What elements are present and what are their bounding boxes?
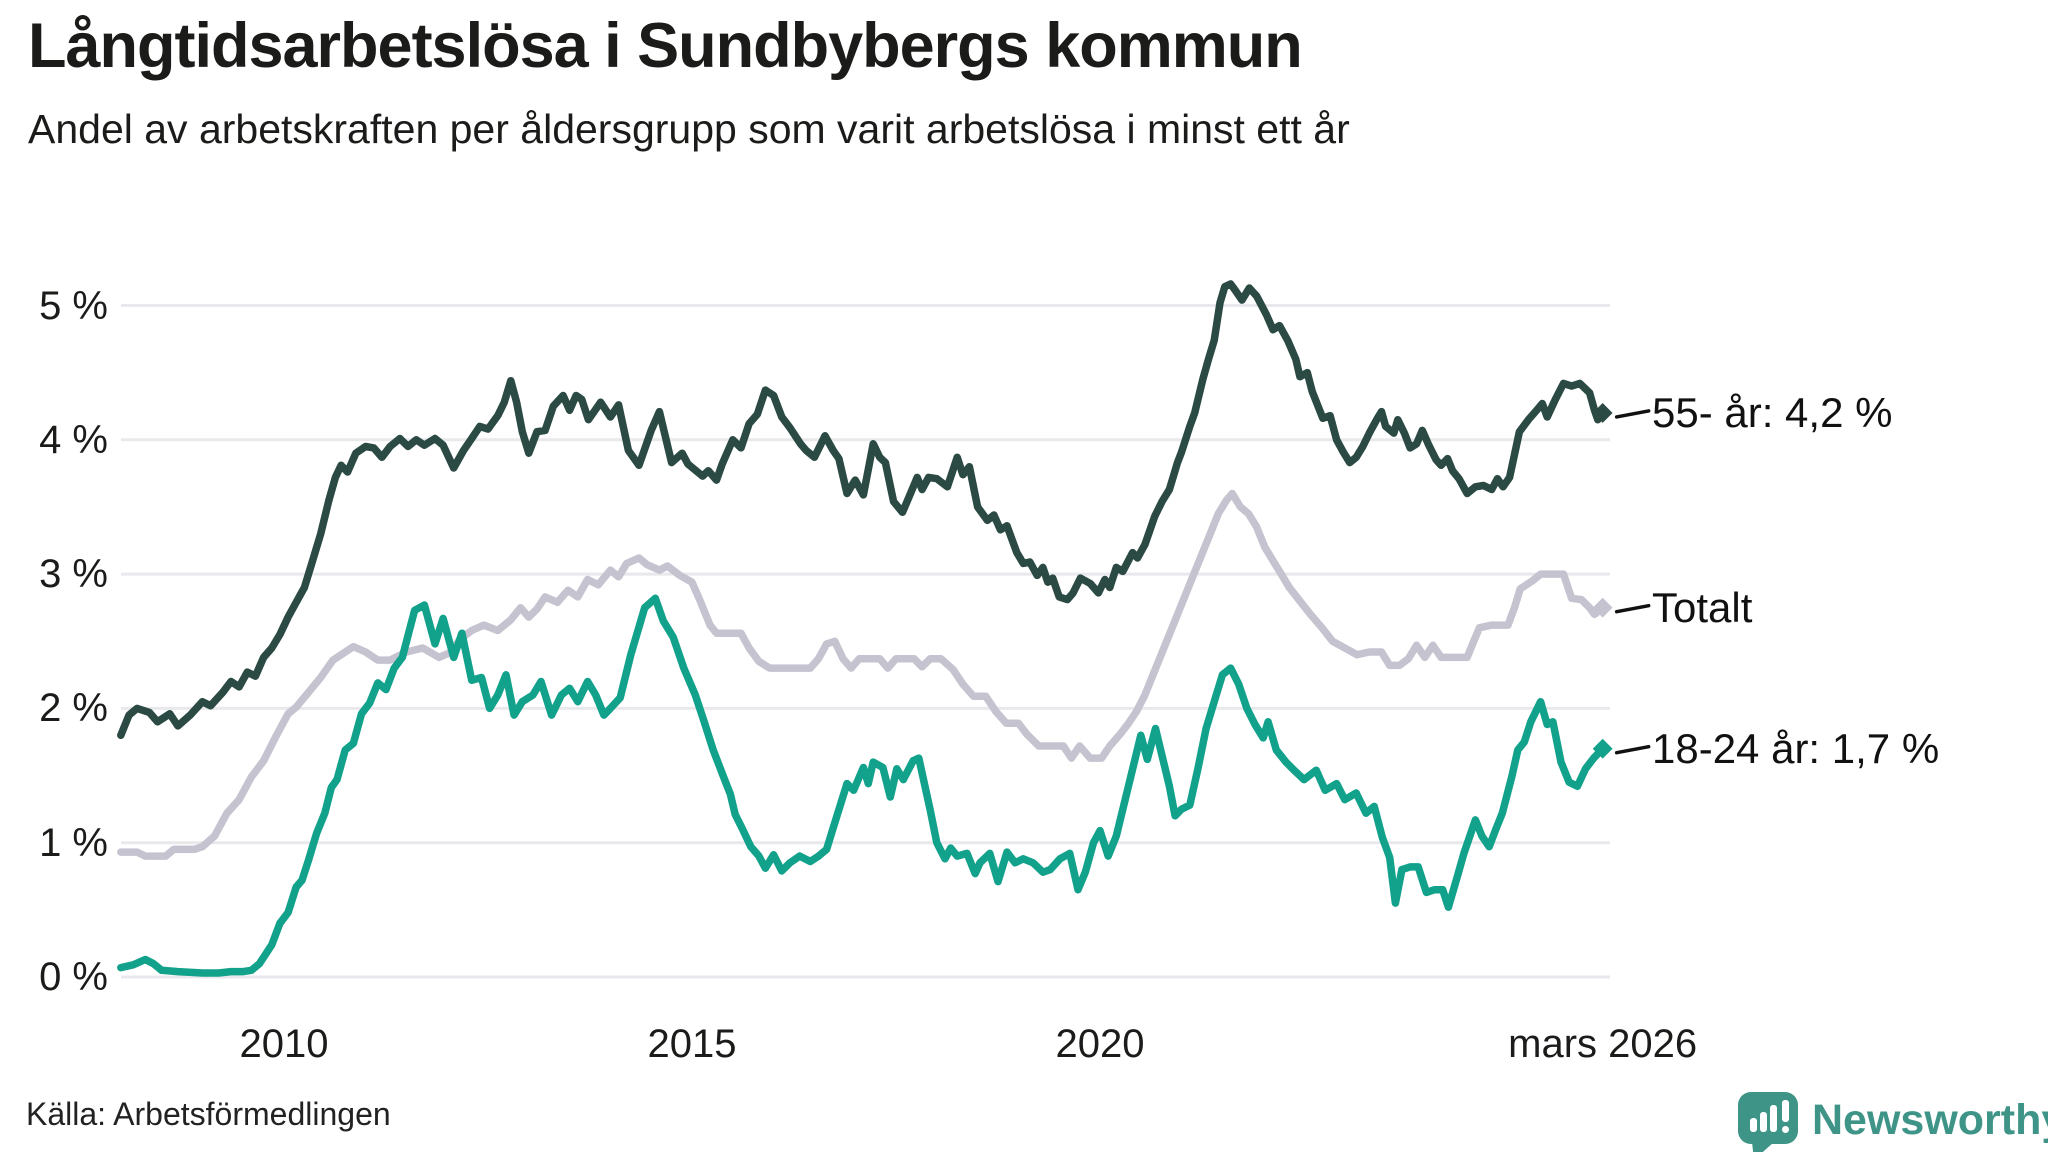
end-marker-diamond [1592, 738, 1613, 759]
line-18-24-r [117, 594, 1607, 977]
series-end-markers [1592, 403, 1613, 759]
end-marker-diamond [1592, 597, 1613, 618]
newsworthy-logo: Newsworthy [1738, 1092, 2048, 1152]
series-label-55: 55- år: 4,2 % [1652, 388, 1893, 436]
y-tick-label: 1 % [39, 820, 108, 865]
line-totalt [117, 489, 1607, 860]
page-subtitle: Andel av arbetskraften per åldersgrupp s… [28, 106, 1350, 152]
label-connector-dashes [1614, 409, 1651, 755]
y-tick-label: 5 % [39, 283, 108, 328]
y-tick-label: 4 % [39, 417, 108, 462]
brand-name: Newsworthy [1812, 1096, 2048, 1144]
y-tick-label: 3 % [39, 552, 108, 597]
newsworthy-logo-icon [1738, 1092, 1798, 1152]
exclamation-icon [1782, 1100, 1789, 1122]
series-lines [117, 280, 1607, 977]
end-marker-diamond [1592, 403, 1613, 423]
speech-bubble-tail [1752, 1142, 1774, 1152]
series-label-totalt: Totalt [1652, 583, 1753, 631]
line-55-r [117, 280, 1607, 740]
y-tick-label: 0 % [39, 955, 108, 999]
x-tick-label: 2010 [239, 1022, 329, 1066]
x-tick-label: mars 2026 [1508, 1022, 1698, 1066]
series-label-18-24: 18-24 år: 1,7 % [1652, 724, 1940, 772]
y-tick-label: 2 % [39, 686, 108, 731]
bar-chart-icon [1750, 1118, 1757, 1132]
source-attribution: Källa: Arbetsförmedlingen [26, 1096, 391, 1132]
page-title: Långtidsarbetslösa i Sundbybergs kommun [28, 11, 1303, 81]
x-tick-label: 2015 [647, 1022, 737, 1066]
x-tick-label: 2020 [1055, 1022, 1145, 1066]
gridlines [121, 304, 1610, 979]
